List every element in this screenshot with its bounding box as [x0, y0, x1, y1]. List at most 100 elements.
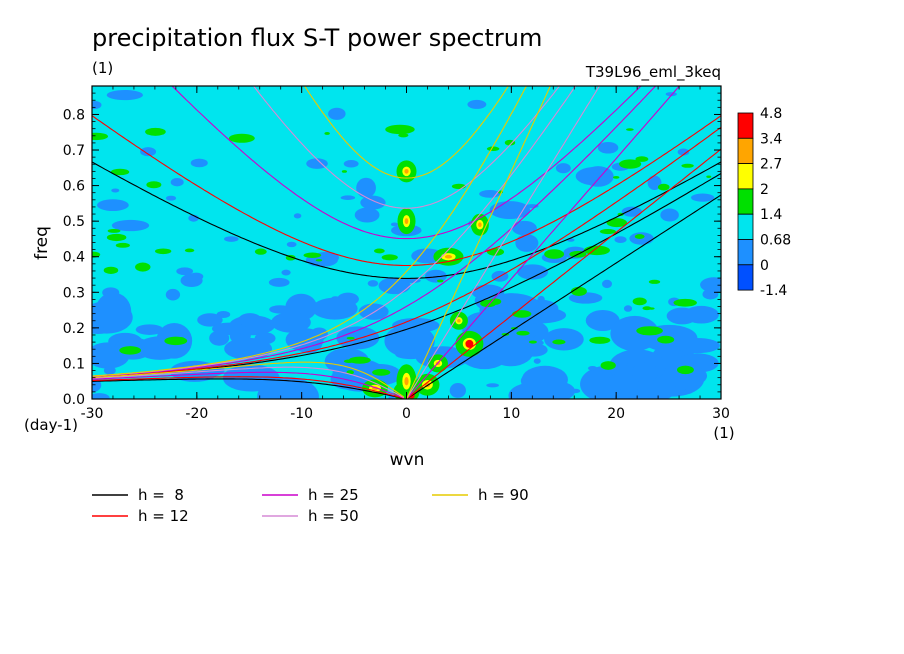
field-blob-low [621, 206, 642, 217]
inertio-gravity-curve [252, 86, 561, 209]
y-axis-label: freq [32, 226, 52, 260]
inertio-gravity-curve [92, 115, 721, 267]
field-blob-mid [373, 248, 385, 254]
colorbar-swatch [737, 188, 754, 215]
field-peak-inner [444, 254, 453, 259]
field-blob-low [312, 297, 358, 320]
field-blob-mid [635, 156, 649, 162]
field-blob-mid [145, 127, 166, 136]
field-blob-low [666, 307, 698, 325]
field-peak-inner [404, 168, 409, 174]
field-blob-mid [504, 139, 516, 146]
field-blob-mid [673, 298, 697, 307]
field-blob-low [180, 273, 203, 288]
x-axis-ticks: -30 -20 -10 0 10 20 30 [81, 86, 730, 422]
colorbar-swatch [737, 137, 754, 165]
field-blob-low [684, 388, 693, 394]
field-blob-mid [184, 248, 195, 253]
rossby-curve [92, 361, 405, 398]
field-blob-low [515, 234, 539, 252]
field-blob-low [631, 362, 658, 384]
field-blob-mid [436, 279, 444, 283]
field-blob-mid [648, 307, 655, 310]
field-blob-low [224, 236, 239, 242]
field-blob-mid [681, 163, 694, 168]
field-blob-mid [619, 159, 642, 169]
legend-label: h = 90 [478, 486, 529, 504]
field-peak-inner [478, 222, 482, 228]
field-blob-mid [636, 326, 663, 336]
field-blob-mid [315, 258, 323, 262]
field-blob-mid [228, 133, 255, 143]
inertio-gravity-curve [171, 86, 642, 240]
legend-label: h = 50 [308, 507, 359, 525]
field-blob-low [343, 159, 359, 168]
field-blob-low [390, 222, 399, 227]
field-blob-mid [343, 359, 355, 363]
field-blob-mid [626, 128, 634, 131]
chart-title: precipitation flux S-T power spectrum [92, 24, 542, 52]
field-blob-mid [303, 252, 322, 258]
field-blob-low [306, 158, 328, 169]
field-blob-low [517, 264, 549, 280]
field-blob-low [268, 277, 290, 287]
field-blob-low [555, 163, 571, 174]
colorbar-level-label: 0.68 [760, 233, 791, 249]
field-blob-low [293, 213, 302, 219]
field-blob-low [286, 241, 297, 248]
field-blob-mid [676, 365, 694, 375]
field-blob-mid [552, 339, 566, 345]
field-blob-mid [341, 170, 348, 173]
field-blob-low [222, 364, 280, 392]
field-blob-low [479, 293, 544, 329]
field-blob-low [270, 395, 279, 399]
field-blob-low [92, 100, 102, 110]
field-blob-low [449, 383, 466, 398]
legend-label: h = 25 [308, 486, 359, 504]
chart-subtitle-left: (1) [92, 59, 113, 77]
rossby-curve [92, 376, 405, 399]
colorbar-swatch [737, 239, 754, 266]
field-blob-low [677, 148, 690, 156]
field-blob-low [211, 322, 247, 335]
field-blob-mid [612, 175, 620, 179]
field-blob-low [479, 190, 501, 198]
field-blob-low [328, 107, 346, 120]
field-blob-low [360, 195, 386, 210]
field-blob-low [367, 280, 379, 287]
field-blob-mid [106, 233, 127, 242]
field-blob-mid [372, 369, 391, 376]
colorbar-level-label: 4.8 [760, 106, 782, 122]
legend-label: h = 8 [138, 486, 184, 504]
field-blob-low [92, 393, 110, 399]
field-blob-low [582, 166, 614, 187]
field-blob-low [425, 269, 447, 283]
field-blob-mid [92, 251, 101, 258]
kelvin-curve [406, 86, 601, 399]
x-tick-label: -10 [290, 406, 313, 422]
field-blob-mid [589, 336, 611, 344]
colorbar-swatch [737, 163, 754, 190]
mrg-curve [92, 86, 528, 377]
field-blob-mid [135, 262, 151, 272]
field-blob-low [378, 277, 411, 295]
field-blob-mid [600, 361, 616, 370]
field-blob-low [467, 99, 487, 109]
field-blob-mid [254, 248, 267, 255]
y-tick-label: 0.2 [63, 321, 85, 337]
field-peak-inner [457, 318, 461, 323]
field-blob-low [544, 328, 584, 351]
field-blob-low [140, 147, 157, 157]
field-blob-low [354, 207, 380, 223]
field-blob-low [95, 292, 132, 331]
field-blob-low [691, 193, 715, 202]
y-tick-label: 0.6 [63, 179, 85, 195]
field-blob-mid [486, 146, 500, 152]
rossby-curve [92, 366, 405, 399]
field-blob-mid [528, 340, 537, 344]
colorbar: 4.8 3.4 2.7 2 1.4 0.68 0 -1.4 [737, 106, 791, 299]
field-blob-mid [324, 131, 330, 135]
colorbar-level-label: 2 [760, 182, 769, 198]
y-tick-label: 0.7 [63, 143, 85, 159]
